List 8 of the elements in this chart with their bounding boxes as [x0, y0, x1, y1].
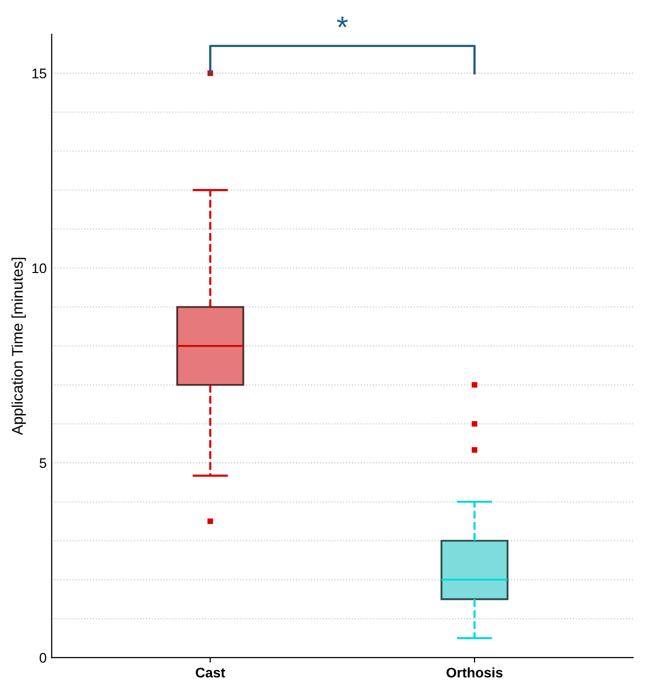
- y-axis-title: Application Time [minutes]: [12, 258, 26, 436]
- text: *: [336, 16, 348, 28]
- y-tick-label: 0: [40, 652, 46, 663]
- y-tick-label: 10: [32, 263, 46, 274]
- x-tick-label: Orthosis: [446, 667, 503, 678]
- y-tick-label: 5: [40, 458, 46, 468]
- x-tick-label: Cast: [196, 668, 226, 678]
- y-tick-label: 15: [32, 68, 46, 78]
